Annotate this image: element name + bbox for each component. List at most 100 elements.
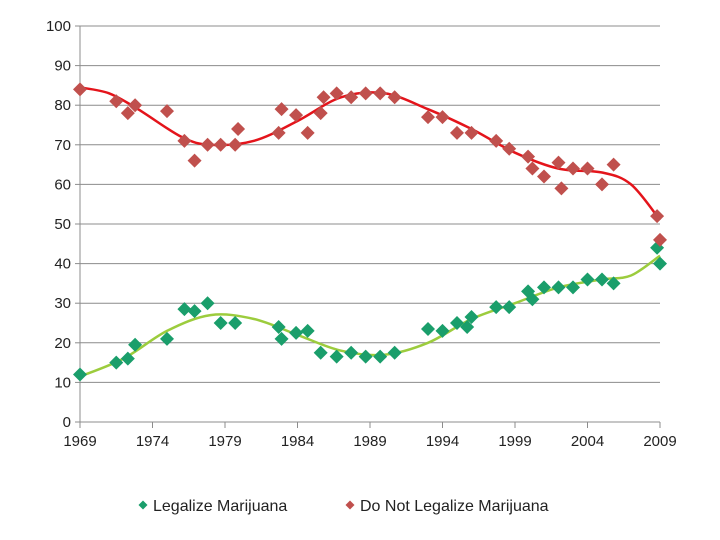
- y-tick-label: 30: [54, 295, 71, 312]
- x-tick-label: 1999: [498, 433, 531, 450]
- y-tick-label: 50: [54, 216, 71, 233]
- data-point-do-not-legalize-marijuana: [595, 177, 609, 192]
- legend-label: Legalize Marijuana: [153, 498, 287, 515]
- data-point-do-not-legalize-marijuana: [200, 137, 215, 152]
- data-point-do-not-legalize-marijuana: [187, 153, 202, 168]
- data-point-do-not-legalize-marijuana: [464, 125, 479, 140]
- y-tick-label: 40: [54, 256, 71, 273]
- legend-label: Do Not Legalize Marijuana: [360, 498, 549, 515]
- data-point-do-not-legalize-marijuana: [489, 133, 504, 148]
- data-point-do-not-legalize-marijuana: [177, 133, 192, 148]
- grid-layer: [80, 25, 660, 383]
- data-point-legalize-marijuana: [344, 345, 359, 360]
- data-point-do-not-legalize-marijuana: [450, 125, 464, 140]
- x-tick-label: 2009: [643, 433, 676, 450]
- data-point-legalize-marijuana: [537, 280, 551, 295]
- data-point-legalize-marijuana: [213, 316, 228, 330]
- data-point-do-not-legalize-marijuana: [274, 102, 289, 117]
- data-point-do-not-legalize-marijuana: [213, 137, 228, 152]
- data-point-do-not-legalize-marijuana: [521, 149, 536, 164]
- y-tick-label: 100: [46, 18, 71, 35]
- data-point-legalize-marijuana: [387, 345, 402, 360]
- data-point-do-not-legalize-marijuana: [160, 104, 174, 119]
- data-point-legalize-marijuana: [200, 296, 215, 311]
- x-tick-label: 1969: [63, 433, 96, 450]
- data-point-legalize-marijuana: [435, 323, 450, 338]
- data-point-legalize-marijuana: [421, 321, 435, 336]
- x-tick-label: 1979: [208, 433, 241, 450]
- x-tick-label: 1974: [136, 433, 169, 450]
- data-point-legalize-marijuana: [160, 331, 174, 346]
- data-point-do-not-legalize-marijuana: [313, 106, 328, 121]
- data-point-do-not-legalize-marijuana: [120, 106, 135, 121]
- data-point-do-not-legalize-marijuana: [300, 125, 315, 140]
- data-point-legalize-marijuana: [300, 323, 315, 338]
- legend-marker-legalize-marijuana: [138, 500, 148, 510]
- data-point-legalize-marijuana: [128, 337, 143, 352]
- data-point-legalize-marijuana: [606, 276, 621, 291]
- data-point-legalize-marijuana: [525, 292, 540, 307]
- legend: Legalize Marijuana Do Not Legalize Mariju…: [138, 498, 549, 515]
- data-point-do-not-legalize-marijuana: [653, 232, 667, 247]
- y-tick-label: 0: [63, 414, 71, 431]
- data-point-legalize-marijuana: [289, 325, 304, 340]
- data-point-legalize-marijuana: [120, 351, 135, 366]
- y-tick-label: 60: [54, 176, 71, 193]
- data-point-legalize-marijuana: [580, 272, 595, 287]
- data-point-do-not-legalize-marijuana: [435, 110, 450, 125]
- data-point-legalize-marijuana: [109, 355, 124, 370]
- data-point-legalize-marijuana: [489, 300, 504, 315]
- data-point-legalize-marijuana: [274, 331, 289, 346]
- data-point-legalize-marijuana: [228, 316, 243, 330]
- y-tick-label: 20: [54, 335, 71, 352]
- data-point-legalize-marijuana: [329, 349, 344, 364]
- data-point-legalize-marijuana: [653, 256, 667, 271]
- data-point-do-not-legalize-marijuana: [316, 90, 331, 105]
- y-tick-label: 70: [54, 137, 71, 154]
- data-point-do-not-legalize-marijuana: [73, 82, 87, 97]
- data-point-do-not-legalize-marijuana: [329, 86, 344, 101]
- data-point-do-not-legalize-marijuana: [566, 161, 580, 176]
- data-point-legalize-marijuana: [502, 300, 517, 315]
- data-point-do-not-legalize-marijuana: [271, 125, 286, 140]
- data-point-do-not-legalize-marijuana: [109, 94, 124, 109]
- data-point-do-not-legalize-marijuana: [344, 90, 359, 105]
- axes-layer: 0 10 20 30 40 50 60 70 80 90 100 1969 1974 1979 1984 19…: [46, 18, 677, 450]
- y-tick-label: 80: [54, 97, 71, 114]
- data-point-legalize-marijuana: [464, 310, 479, 325]
- data-point-legalize-marijuana: [177, 302, 192, 317]
- data-point-legalize-marijuana: [187, 304, 202, 319]
- legend-marker-do-not-legalize-marijuana: [345, 500, 355, 510]
- data-point-do-not-legalize-marijuana: [525, 161, 540, 176]
- data-point-do-not-legalize-marijuana: [387, 90, 402, 105]
- data-point-do-not-legalize-marijuana: [231, 121, 246, 136]
- data-point-legalize-marijuana: [551, 280, 566, 295]
- data-point-do-not-legalize-marijuana: [554, 181, 569, 196]
- data-point-do-not-legalize-marijuana: [128, 98, 143, 113]
- legend-item-do-not-legalize-marijuana: Do Not Legalize Marijuana: [345, 498, 549, 515]
- data-point-do-not-legalize-marijuana: [650, 209, 665, 224]
- points-layer: [73, 82, 667, 382]
- data-point-do-not-legalize-marijuana: [373, 86, 388, 101]
- data-point-do-not-legalize-marijuana: [358, 86, 373, 101]
- data-point-legalize-marijuana: [73, 367, 87, 382]
- data-point-do-not-legalize-marijuana: [606, 157, 621, 172]
- data-point-do-not-legalize-marijuana: [551, 155, 566, 170]
- data-point-legalize-marijuana: [373, 349, 388, 364]
- data-point-do-not-legalize-marijuana: [502, 141, 517, 156]
- y-tick-label: 90: [54, 58, 71, 75]
- data-point-legalize-marijuana: [358, 349, 373, 364]
- data-point-legalize-marijuana: [271, 319, 286, 334]
- data-point-legalize-marijuana: [566, 280, 580, 295]
- y-tick-label: 10: [54, 374, 71, 391]
- x-tick-label: 1994: [426, 433, 459, 450]
- data-point-do-not-legalize-marijuana: [580, 161, 595, 176]
- data-point-do-not-legalize-marijuana: [289, 108, 304, 123]
- legend-item-legalize-marijuana: Legalize Marijuana: [138, 498, 287, 515]
- data-point-legalize-marijuana: [595, 272, 609, 287]
- data-point-legalize-marijuana: [313, 345, 328, 360]
- x-tick-label: 2004: [571, 433, 604, 450]
- data-point-do-not-legalize-marijuana: [537, 169, 551, 184]
